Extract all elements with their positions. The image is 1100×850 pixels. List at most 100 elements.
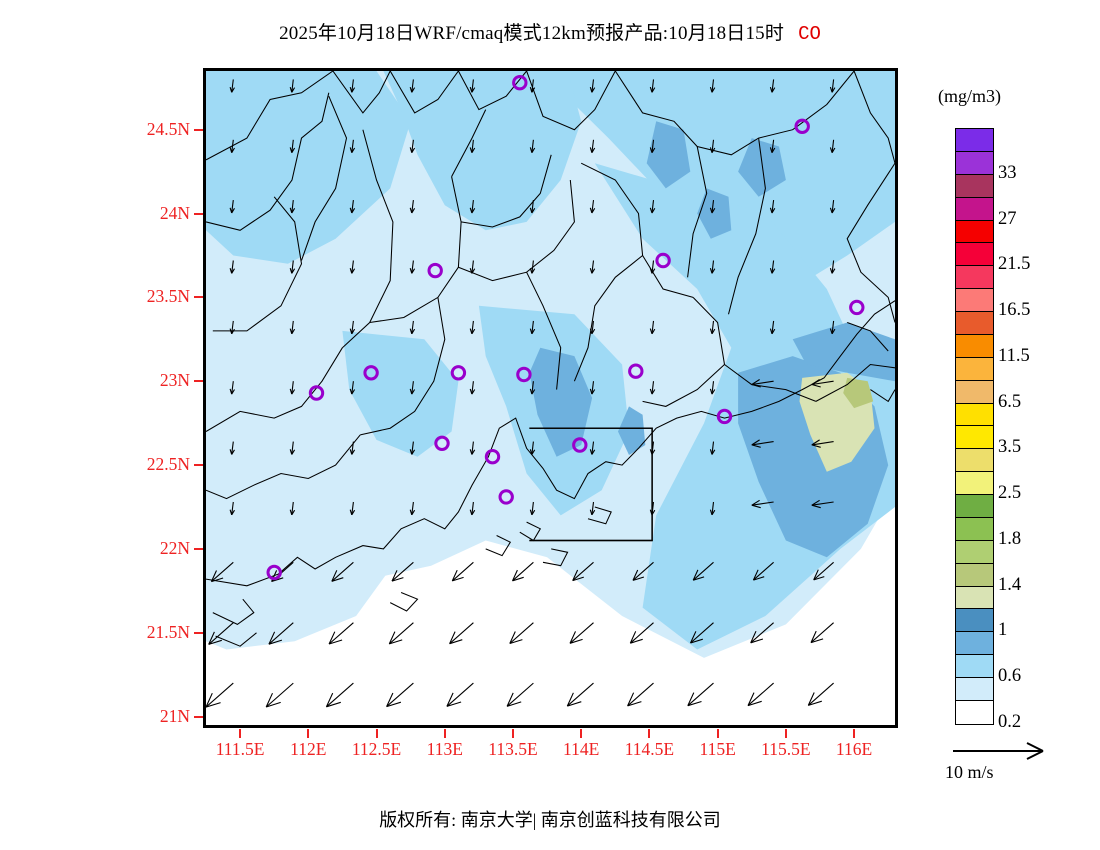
- station-marker[interactable]: [516, 366, 532, 383]
- wind-vector-shaft: [471, 139, 474, 153]
- wind-vector-head: [229, 86, 235, 93]
- station-marker[interactable]: [572, 437, 588, 453]
- x-axis-tick-label: 115E: [699, 739, 736, 759]
- colorbar-tick-label: 2.5: [998, 483, 1022, 504]
- wind-vector-shaft: [591, 320, 595, 334]
- wind-vector-shaft: [351, 200, 354, 214]
- wind-vector-shaft: [531, 200, 534, 214]
- map-plot-area[interactable]: [203, 68, 898, 728]
- y-axis-tick: [194, 128, 203, 131]
- admin-boundary-line: [360, 297, 446, 436]
- station-marker[interactable]: [716, 408, 733, 425]
- wind-vector-shaft: [591, 381, 595, 395]
- wind-vector-head: [388, 631, 403, 645]
- wind-vector-head: [529, 207, 536, 214]
- wind-vector-shaft: [449, 622, 474, 645]
- colorbar-band: [956, 632, 993, 656]
- colorbar-tick-label: 27: [998, 208, 1017, 229]
- wind-vector-shaft: [211, 561, 234, 583]
- wind-vector-head: [649, 268, 656, 274]
- field-band-1-hk: [618, 406, 646, 455]
- admin-boundary-line: [458, 179, 575, 282]
- wind-vector-shaft: [690, 622, 714, 644]
- x-axis-tick: [716, 729, 719, 738]
- wind-vector-head: [229, 328, 235, 335]
- wind-vector-head: [409, 207, 416, 214]
- station-marker[interactable]: [484, 449, 501, 465]
- colorbar-tick-label: 1.4: [998, 574, 1022, 595]
- wind-vector-head: [409, 86, 416, 93]
- wind-vector-shaft: [651, 200, 655, 214]
- wind-vector-shaft: [531, 320, 534, 334]
- wind-vector-head: [589, 86, 596, 93]
- wind-vector-shaft: [629, 622, 654, 644]
- colorbar-band: [956, 220, 993, 244]
- admin-boundary-line: [206, 71, 334, 161]
- wind-vector-head: [409, 328, 416, 335]
- wind-vector-head: [529, 509, 536, 516]
- copyright-footer: 版权所有: 南京大学| 南京创蓝科技有限公司: [379, 810, 721, 830]
- wind-vector-shaft: [651, 79, 655, 93]
- colorbar-tick-label: 33: [998, 162, 1017, 183]
- station-marker[interactable]: [427, 262, 443, 279]
- colorbar-band: [956, 655, 993, 678]
- wind-vector-head: [811, 499, 821, 509]
- wind-vector-shaft: [471, 260, 474, 274]
- wind-vector-head: [589, 509, 596, 516]
- wind-vector-head: [649, 449, 656, 455]
- colorbar-tick-label: 6.5: [998, 391, 1022, 412]
- wind-vector-shaft: [291, 200, 294, 214]
- wind-vector-head: [811, 379, 821, 388]
- wind-vector-shaft: [351, 381, 354, 395]
- wind-vector-shaft: [831, 260, 835, 274]
- colorbar-band: [956, 472, 993, 495]
- wind-vector-shaft: [231, 139, 234, 153]
- wind-arrow-icon: [953, 742, 1044, 760]
- wind-vector-shaft: [231, 441, 234, 455]
- x-axis-tick: [853, 729, 856, 738]
- admin-boundary-line: [342, 129, 394, 349]
- wind-vector-head: [529, 268, 536, 274]
- station-marker[interactable]: [628, 363, 644, 379]
- colorbar-tick-label: 16.5: [998, 300, 1031, 321]
- wind-vector-head: [265, 692, 281, 708]
- station-marker[interactable]: [498, 489, 514, 505]
- wind-vector-head: [449, 631, 463, 645]
- station-marker[interactable]: [794, 118, 810, 134]
- station-marker[interactable]: [450, 365, 467, 381]
- wind-vector-shaft: [506, 682, 534, 707]
- station-marker[interactable]: [655, 252, 671, 269]
- station-marker[interactable]: [849, 299, 865, 316]
- wind-vector-head: [349, 449, 356, 455]
- admin-boundary-line: [332, 71, 391, 114]
- wind-vector-head: [529, 147, 536, 153]
- wind-vector-shaft: [328, 622, 354, 645]
- station-marker[interactable]: [308, 385, 325, 401]
- wind-vector-head: [829, 328, 836, 335]
- wind-vector-shaft: [351, 79, 354, 93]
- station-marker[interactable]: [512, 75, 528, 91]
- wind-vector-head: [589, 268, 596, 274]
- y-axis-tick-label: 21.5N: [146, 621, 190, 642]
- colorbar-tick-label: 3.5: [998, 437, 1022, 458]
- y-axis-tick: [194, 464, 203, 467]
- wind-vector-head: [687, 692, 702, 707]
- colorbar-band: [956, 540, 993, 564]
- station-marker[interactable]: [434, 435, 450, 451]
- wind-vector-head: [649, 207, 656, 214]
- wind-vector-shaft: [771, 320, 775, 334]
- colorbar[interactable]: [955, 128, 994, 725]
- station-marker[interactable]: [266, 564, 282, 581]
- wind-vector-shaft: [531, 441, 534, 455]
- admin-boundary-line: [206, 92, 330, 231]
- wind-vector-head: [690, 631, 703, 644]
- colorbar-tick-label: 0.6: [998, 666, 1022, 687]
- station-marker[interactable]: [363, 365, 379, 381]
- wind-vector-head: [451, 569, 464, 582]
- wind-vector-head: [325, 692, 341, 708]
- wind-vector-head: [289, 86, 296, 93]
- wind-vector-shaft: [566, 682, 594, 707]
- wind-vector-head: [409, 388, 416, 395]
- wind-vector-head: [469, 388, 476, 395]
- admin-boundary-line: [457, 71, 528, 111]
